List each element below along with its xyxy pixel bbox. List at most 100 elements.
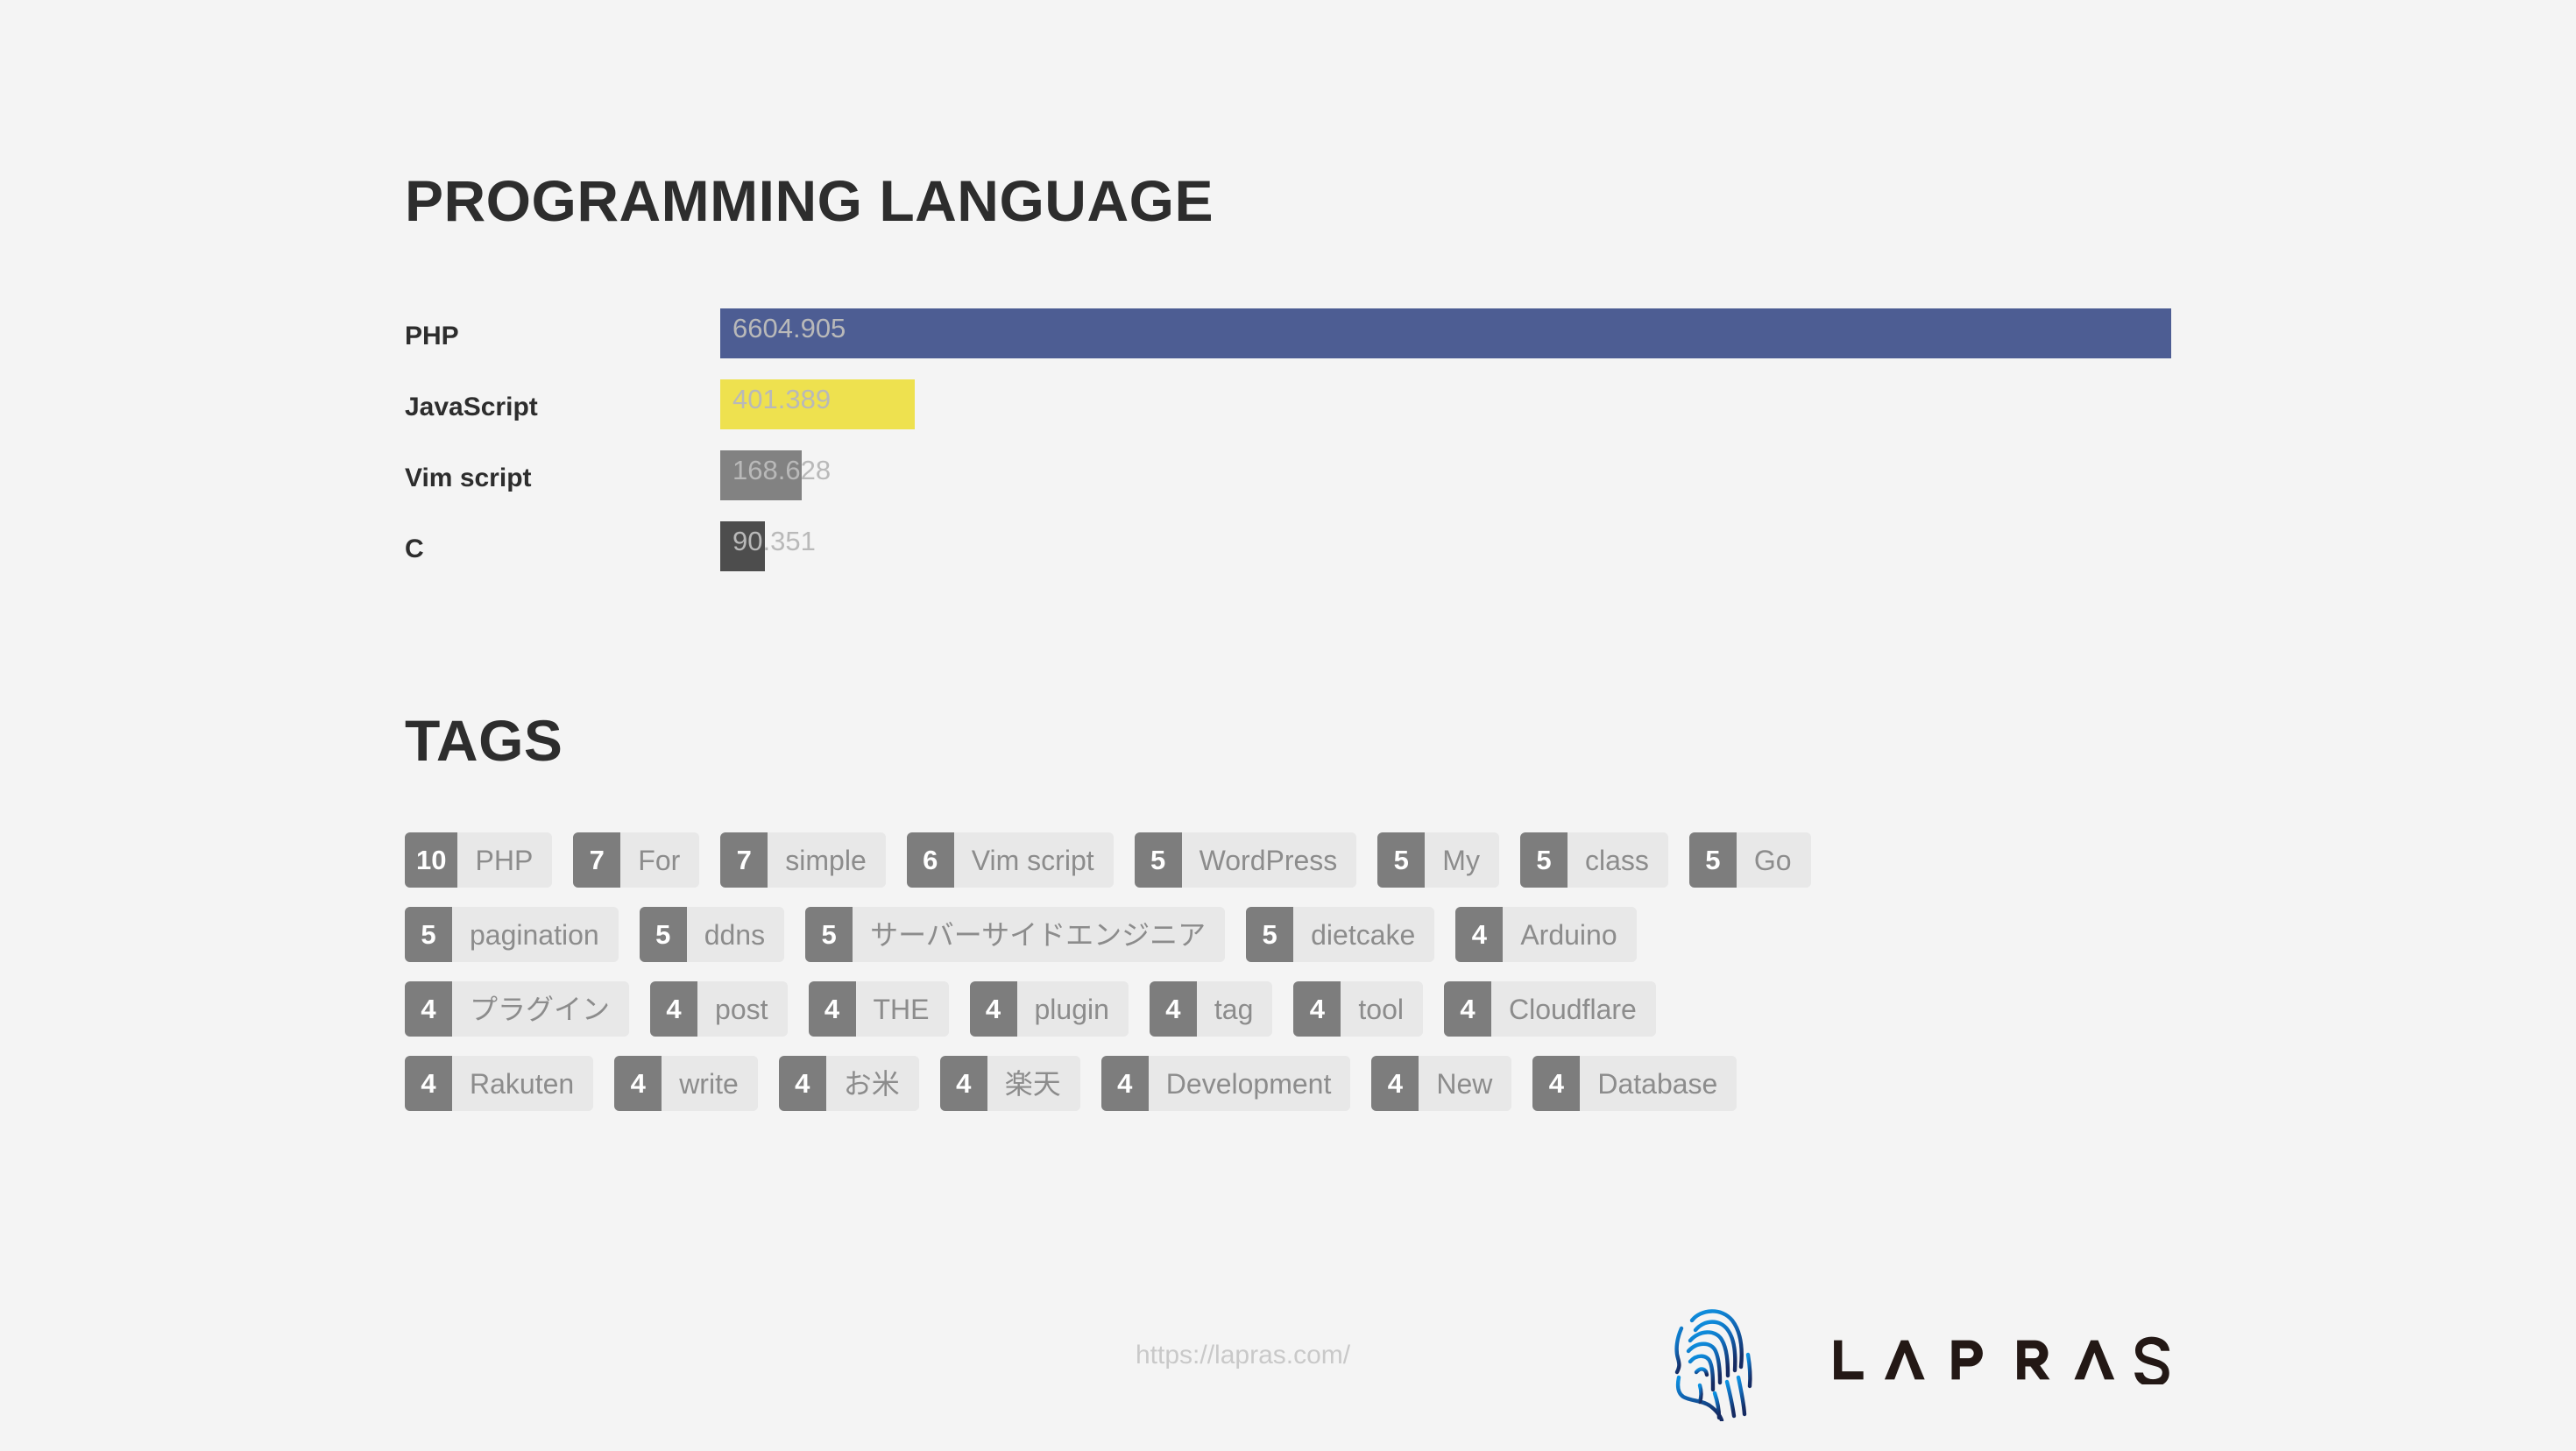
tag-label: WordPress xyxy=(1181,832,1357,888)
fingerprint-icon xyxy=(1660,1299,1755,1423)
tag-badge[interactable]: 4 tool xyxy=(1293,981,1423,1037)
programming-language-bar-chart: PHP 6604.905 JavaScript 401.389 Vim scri… xyxy=(405,308,2175,592)
tag-label: Vim script xyxy=(953,832,1114,888)
tag-label: Arduino xyxy=(1503,907,1637,962)
tag-badge[interactable]: 5 My xyxy=(1377,832,1499,888)
tag-label: pagination xyxy=(452,907,619,962)
tag-badge[interactable]: 4 tag xyxy=(1149,981,1273,1037)
bar-label-javascript: JavaScript xyxy=(405,393,538,421)
bar-row: PHP 6604.905 xyxy=(405,308,2175,379)
tag-label: PHP xyxy=(457,832,553,888)
tag-badge[interactable]: 4 Development xyxy=(1100,1056,1351,1111)
tag-label: 楽天 xyxy=(987,1056,1080,1111)
tag-badge[interactable]: 7 simple xyxy=(720,832,886,888)
bar-row: Vim script 168.628 xyxy=(405,450,2175,521)
tag-badge[interactable]: 5 WordPress xyxy=(1134,832,1357,888)
tag-count: 4 xyxy=(1443,981,1491,1037)
bar-fill-php xyxy=(720,308,2171,358)
tag-count: 7 xyxy=(573,832,621,888)
tag-badge[interactable]: 4 楽天 xyxy=(939,1056,1080,1111)
tag-badge[interactable]: 4 Database xyxy=(1532,1056,1737,1111)
tag-label: Go xyxy=(1736,832,1811,888)
tag-row: 5 pagination 5 ddns 5 サーバーサイドエンジニア 5 dietcake 4 A… xyxy=(405,907,2227,965)
programming-language-heading: PROGRAMMING LANGUAGE xyxy=(405,168,1214,233)
bar-label-c: C xyxy=(405,534,424,563)
bar-fill-c xyxy=(720,521,765,571)
bar-track: 6604.905 xyxy=(720,308,2175,358)
tag-count: 4 xyxy=(405,981,452,1037)
tag-count: 4 xyxy=(1149,981,1197,1037)
tag-count: 4 xyxy=(808,981,856,1037)
tag-badge[interactable]: 4 THE xyxy=(808,981,949,1037)
tag-label: THE xyxy=(855,981,949,1037)
tag-label: ddns xyxy=(686,907,785,962)
tag-badge[interactable]: 5 pagination xyxy=(405,907,619,962)
tag-label: Cloudflare xyxy=(1490,981,1656,1037)
bar-track: 401.389 xyxy=(720,379,2175,429)
tag-count: 10 xyxy=(405,832,458,888)
tag-label: tag xyxy=(1196,981,1273,1037)
tag-label: For xyxy=(620,832,700,888)
bar-label-php: PHP xyxy=(405,322,459,350)
tag-count: 4 xyxy=(969,981,1017,1037)
tag-badge[interactable]: 4 お米 xyxy=(778,1056,919,1111)
tag-count: 5 xyxy=(639,907,687,962)
bar-track: 90.351 xyxy=(720,521,2175,571)
tag-label: class xyxy=(1567,832,1668,888)
tag-count: 5 xyxy=(1377,832,1426,888)
tag-count: 5 xyxy=(405,907,452,962)
tag-count: 4 xyxy=(405,1056,452,1111)
tag-badge[interactable]: 5 class xyxy=(1519,832,1668,888)
tag-badge[interactable]: 4 Rakuten xyxy=(405,1056,594,1111)
tag-list: 10 PHP 7 For 7 simple 6 Vim script 5 WordPress 5 My… xyxy=(405,832,2227,1130)
tag-label: New xyxy=(1419,1056,1512,1111)
tag-badge[interactable]: 4 plugin xyxy=(969,981,1129,1037)
tag-count: 5 xyxy=(1134,832,1182,888)
tags-heading: TAGS xyxy=(405,708,563,773)
tag-count: 4 xyxy=(1293,981,1341,1037)
tag-count: 5 xyxy=(1519,832,1568,888)
tag-count: 4 xyxy=(650,981,698,1037)
bar-fill-javascript xyxy=(720,379,915,429)
tag-label: Development xyxy=(1148,1056,1351,1111)
lapras-wordmark xyxy=(1818,1335,2195,1387)
tag-badge[interactable]: 4 post xyxy=(650,981,788,1037)
bar-label-vim-script: Vim script xyxy=(405,464,532,492)
tag-badge[interactable]: 6 Vim script xyxy=(906,832,1114,888)
tag-count: 6 xyxy=(906,832,954,888)
tag-badge[interactable]: 7 For xyxy=(573,832,700,888)
bar-fill-vim-script xyxy=(720,450,802,500)
tag-label: tool xyxy=(1341,981,1423,1037)
tag-badge[interactable]: 4 Cloudflare xyxy=(1443,981,1656,1037)
tag-count: 5 xyxy=(1688,832,1737,888)
tag-count: 4 xyxy=(778,1056,826,1111)
tag-badge[interactable]: 5 ddns xyxy=(639,907,785,962)
tag-badge[interactable]: 5 サーバーサイドエンジニア xyxy=(805,907,1226,962)
tag-label: My xyxy=(1425,832,1499,888)
tag-label: simple xyxy=(768,832,886,888)
tag-label: お米 xyxy=(825,1056,919,1111)
tag-count: 4 xyxy=(1100,1056,1149,1111)
tag-count: 4 xyxy=(939,1056,987,1111)
tag-label: プラグイン xyxy=(452,981,630,1037)
tag-count: 5 xyxy=(1246,907,1294,962)
tag-count: 4 xyxy=(1532,1056,1581,1111)
tag-label: plugin xyxy=(1016,981,1129,1037)
tag-label: dietcake xyxy=(1293,907,1435,962)
footer-url[interactable]: https://lapras.com/ xyxy=(1136,1341,1351,1370)
tag-label: write xyxy=(662,1056,758,1111)
tag-badge[interactable]: 4 Arduino xyxy=(1455,907,1637,962)
tag-badge[interactable]: 10 PHP xyxy=(405,832,553,888)
tag-row: 10 PHP 7 For 7 simple 6 Vim script 5 WordPress 5 My… xyxy=(405,832,2227,890)
tag-badge[interactable]: 5 Go xyxy=(1688,832,1811,888)
bar-track: 168.628 xyxy=(720,450,2175,500)
tag-row: 4 Rakuten 4 write 4 お米 4 楽天 4 Development 4 New 4 Dat… xyxy=(405,1056,2227,1114)
tag-label: サーバーサイドエンジニア xyxy=(853,907,1226,962)
tag-badge[interactable]: 4 New xyxy=(1371,1056,1512,1111)
tag-count: 5 xyxy=(805,907,853,962)
tag-count: 7 xyxy=(720,832,768,888)
tag-badge[interactable]: 4 write xyxy=(614,1056,758,1111)
tag-badge[interactable]: 5 dietcake xyxy=(1246,907,1435,962)
tag-badge[interactable]: 4 プラグイン xyxy=(405,981,630,1037)
tag-label: Rakuten xyxy=(452,1056,594,1111)
